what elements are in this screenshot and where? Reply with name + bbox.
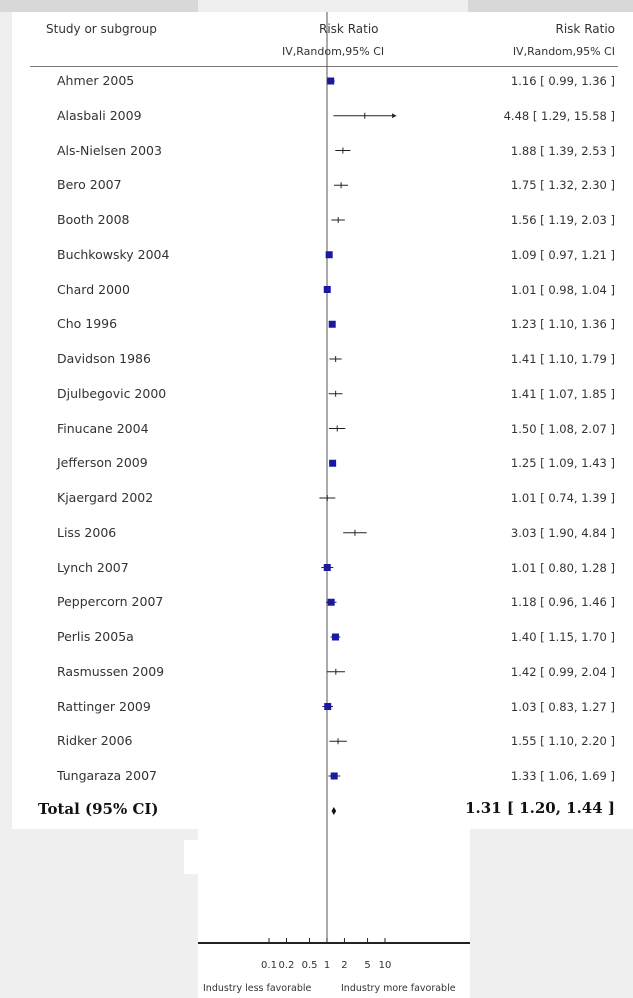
study-name: Kjaergard 2002: [57, 490, 154, 505]
x-tick-label: 5: [364, 960, 370, 971]
study-name: Bero 2007: [57, 177, 122, 193]
study-ci-text: 1.01 [ 0.74, 1.39 ]: [510, 491, 615, 505]
axis-right-label: Industry more favorable: [341, 983, 456, 994]
point-estimate-square: [323, 286, 331, 293]
study-name: Buchkowsky 2004: [57, 246, 170, 262]
study-name: Rattinger 2009: [57, 698, 151, 714]
study-ci-text: 1.16 [ 0.99, 1.36 ]: [510, 74, 615, 88]
study-name: Ahmer 2005: [57, 73, 135, 88]
study-ci-text: 1.41 [ 1.07, 1.85 ]: [510, 386, 615, 401]
study-ci-text: 1.18 [ 0.96, 1.46 ]: [510, 595, 615, 610]
study-name: Perlis 2005a: [57, 629, 134, 644]
study-ci-text: 1.40 [ 1.15, 1.70 ]: [510, 630, 615, 644]
x-tick-label: 0.2: [279, 960, 295, 971]
total-label: Total (95% CI): [38, 800, 159, 818]
study-ci-text: 1.33 [ 1.06, 1.69 ]: [510, 769, 615, 783]
point-estimate-square: [325, 251, 333, 259]
point-estimate-square: [327, 77, 335, 85]
point-estimate-square: [328, 320, 336, 328]
header-divider: [30, 66, 470, 67]
study-name: Ridker 2006: [57, 733, 133, 749]
point-estimate-square: [330, 772, 338, 780]
point-estimate-square: [323, 564, 331, 571]
header-study-label: Study or subgroup: [46, 22, 157, 36]
study-ci-text: 3.03 [ 1.90, 4.84 ]: [510, 525, 615, 540]
header-ci-title: Risk Ratio: [555, 22, 616, 36]
study-name: Finucane 2004: [57, 420, 149, 436]
study-ci-text: 1.09 [ 0.97, 1.21 ]: [510, 247, 615, 262]
point-estimate-square: [331, 633, 339, 641]
header-plot-title: Risk Ratio: [319, 22, 379, 36]
study-ci-text: 1.75 [ 1.32, 2.30 ]: [510, 178, 615, 193]
study-ci-text: 1.01 [ 0.80, 1.28 ]: [510, 560, 615, 575]
study-ci-text: 1.42 [ 0.99, 2.04 ]: [510, 664, 615, 679]
study-name: Tungaraza 2007: [57, 768, 157, 783]
point-estimate-square: [327, 598, 335, 606]
forest-table-panel: [12, 12, 633, 829]
study-name: Djulbegovic 2000: [57, 385, 167, 401]
study-name: Rasmussen 2009: [57, 663, 165, 679]
top-gray-strip-right: [468, 0, 633, 12]
header-ci-subtitle: IV,Random,95% CI: [512, 45, 615, 58]
study-ci-text: 4.48 [ 1.29, 15.58 ]: [503, 108, 615, 123]
x-tick-label: 0.5: [302, 960, 318, 971]
study-ci-text: 1.88 [ 1.39, 2.53 ]: [510, 143, 615, 158]
total-diamond: [331, 807, 337, 815]
total-ci-text: 1.31 [ 1.20, 1.44 ]: [465, 799, 615, 817]
study-ci-text: 1.56 [ 1.19, 2.03 ]: [510, 213, 615, 227]
x-tick-label: 0.1: [261, 960, 277, 971]
study-name: Peppercorn 2007: [57, 594, 164, 610]
point-estimate-square: [329, 459, 337, 467]
point-estimate-square: [324, 703, 332, 710]
study-ci-text: 1.55 [ 1.10, 2.20 ]: [510, 734, 615, 749]
study-name: Liss 2006: [57, 524, 117, 540]
axis-panel: [198, 829, 470, 998]
panel-notch: [184, 840, 198, 874]
top-gray-strip-left: [0, 0, 198, 12]
study-name: Als-Nielsen 2003: [57, 142, 162, 158]
study-name: Booth 2008: [57, 212, 130, 227]
x-tick-label: 10: [379, 960, 392, 971]
study-ci-text: 1.01 [ 0.98, 1.04 ]: [510, 282, 615, 297]
study-ci-text: 1.50 [ 1.08, 2.07 ]: [510, 421, 615, 436]
study-name: Cho 1996: [57, 316, 118, 332]
study-name: Davidson 1986: [57, 351, 151, 366]
ci-arrow: [392, 113, 397, 119]
header-plot-subtitle: IV,Random,95% CI: [282, 45, 385, 58]
x-tick-label: 1: [324, 960, 330, 971]
study-name: Lynch 2007: [57, 559, 129, 575]
study-name: Jefferson 2009: [57, 455, 148, 471]
study-name: Chard 2000: [57, 281, 130, 297]
axis-left-label: Industry less favorable: [203, 983, 312, 994]
x-tick-label: 2: [341, 960, 347, 971]
study-ci-text: 1.03 [ 0.83, 1.27 ]: [510, 699, 615, 714]
study-ci-text: 1.41 [ 1.10, 1.79 ]: [510, 352, 615, 366]
study-name: Alasbali 2009: [57, 107, 142, 123]
header-divider-right: [470, 66, 618, 67]
study-ci-text: 1.25 [ 1.09, 1.43 ]: [510, 456, 615, 471]
study-ci-text: 1.23 [ 1.10, 1.36 ]: [510, 317, 615, 332]
